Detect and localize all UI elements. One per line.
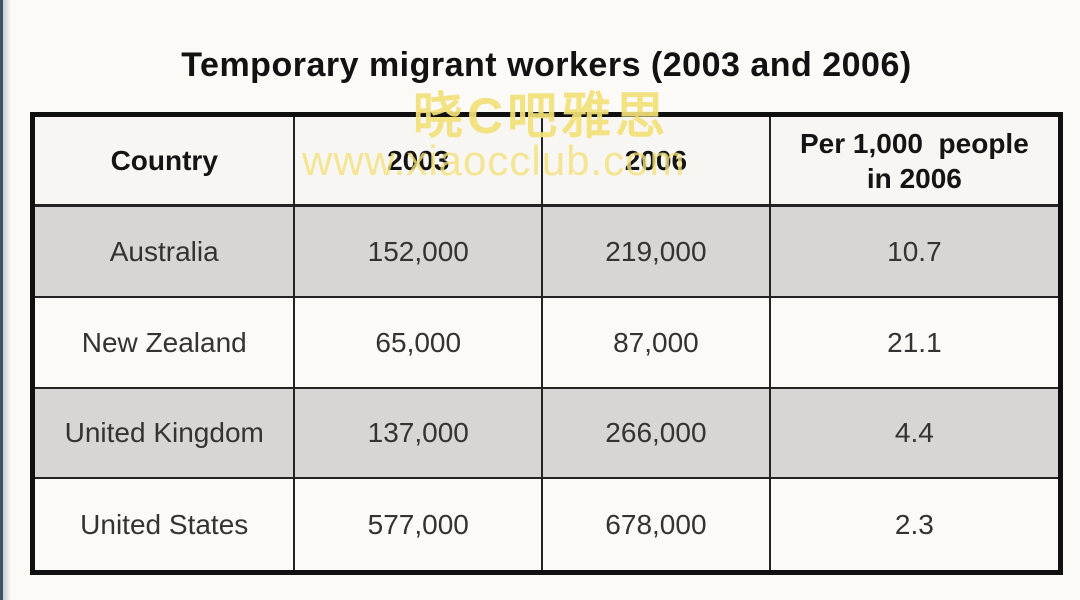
cell-2006-australia: 219,000 <box>543 207 771 298</box>
watermark-chinese-text: 晓C吧雅思 <box>413 88 670 144</box>
left-edge-line <box>0 0 3 600</box>
cell-country-united-kingdom: United Kingdom <box>35 388 296 480</box>
cell-2006-united-states: 678,000 <box>543 479 771 570</box>
header-cell-per-1000: Per 1,000 people in 2006 <box>770 117 1058 207</box>
cell-per-1000-united-kingdom: 4.4 <box>770 388 1058 480</box>
cell-2006-new-zealand: 87,000 <box>543 297 771 389</box>
cell-per-1000-united-states: 2.3 <box>770 479 1058 570</box>
cell-country-australia: Australia <box>35 207 296 298</box>
header-per-1000-line2: in 2006 <box>866 162 962 194</box>
cell-per-1000-new-zealand: 21.1 <box>770 297 1058 389</box>
cell-2003-australia: 152,000 <box>295 207 544 298</box>
left-edge-fade <box>3 0 11 600</box>
cell-2003-united-kingdom: 137,000 <box>295 388 544 480</box>
header-cell-country: Country <box>35 117 296 207</box>
page-title: Temporary migrant workers (2003 and 2006… <box>181 46 912 84</box>
cell-country-united-states: United States <box>35 479 296 570</box>
cell-2003-united-states: 577,000 <box>295 479 544 570</box>
header-cell-2006: 2006 <box>543 117 771 207</box>
cell-2003-new-zealand: 65,000 <box>295 297 544 389</box>
cell-2006-united-kingdom: 266,000 <box>543 388 771 480</box>
cell-per-1000-australia: 10.7 <box>770 207 1058 298</box>
watermark-site-url: www.xiaocclub.com <box>302 137 686 184</box>
header-per-1000-line1: Per 1,000 people <box>799 127 1029 159</box>
migrant-workers-table: Country 2003 2006 Per 1,000 people in 20… <box>30 112 1063 575</box>
header-cell-2003: 2003 <box>295 117 544 207</box>
cell-country-new-zealand: New Zealand <box>35 297 296 389</box>
